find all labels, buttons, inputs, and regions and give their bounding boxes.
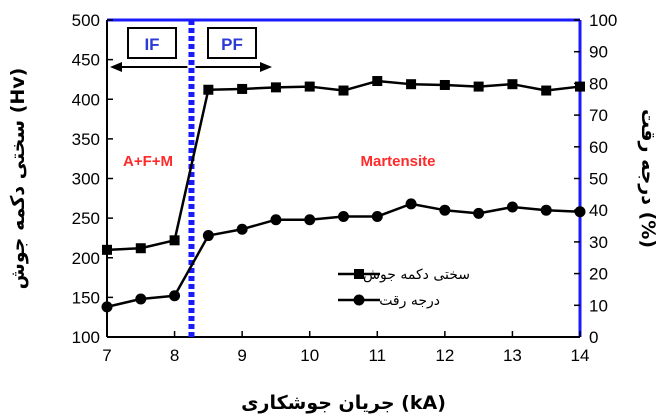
right-tick-label: 90 (589, 43, 608, 62)
data-point-circle (169, 290, 181, 302)
data-point-circle (304, 214, 316, 226)
x-tick-label: 7 (102, 346, 111, 365)
if-arrow-head (110, 62, 122, 72)
data-point-circle (506, 201, 518, 213)
left-tick-label: 350 (72, 130, 100, 149)
data-point-circle (135, 293, 147, 305)
data-point-circle (236, 223, 248, 235)
data-point-circle (270, 214, 282, 226)
right-tick-label: 0 (589, 328, 598, 347)
data-point-square (135, 243, 146, 254)
data-point-square (507, 79, 518, 90)
left-axis-ticks: 100 150 200 250 300 350 400 450 500 (72, 11, 113, 347)
right-tick-label: 100 (589, 11, 617, 30)
x-tick-label: 8 (170, 346, 179, 365)
left-tick-label: 100 (72, 328, 100, 347)
left-tick-label: 500 (72, 11, 100, 30)
data-point-circle (540, 204, 552, 216)
right-axis-title: درجه رقت (%) (637, 109, 659, 248)
data-point-circle (439, 204, 451, 216)
data-point-circle (338, 211, 349, 223)
data-point-circle (574, 206, 586, 218)
data-point-square (169, 235, 180, 246)
data-point-square (304, 81, 315, 92)
series-line-0 (106, 79, 581, 252)
right-tick-label: 80 (589, 74, 608, 93)
zone-arrows (110, 62, 272, 72)
left-tick-label: 250 (72, 209, 100, 228)
data-point-circle (473, 207, 485, 219)
x-tick-label: 11 (368, 346, 386, 365)
x-tick-label: 14 (571, 346, 590, 365)
right-tick-label: 70 (589, 106, 608, 125)
data-point-square (237, 83, 248, 94)
data-point-square (338, 85, 349, 96)
phase-right-label: Martensite (360, 153, 435, 170)
data-point-square (439, 79, 450, 90)
right-tick-label: 10 (589, 296, 608, 315)
data-point-square (203, 84, 214, 95)
left-tick-label: 150 (72, 288, 100, 307)
right-axis-ticks: 0 10 20 30 40 50 60 70 80 90 100 (574, 11, 617, 347)
right-tick-label: 60 (589, 138, 608, 157)
x-tick-label: 10 (300, 346, 319, 365)
pf-arrow-head (260, 62, 272, 72)
data-point-square (541, 85, 552, 96)
phase-left-label: A+F+M (123, 153, 173, 170)
legend: سختی دکمه جوش درجه رقت (338, 267, 470, 309)
right-tick-label: 40 (589, 201, 608, 220)
zone-if-box (127, 27, 177, 59)
right-tick-label: 30 (589, 233, 608, 252)
legend-label-dilution: درجه رقت (379, 293, 440, 309)
x-axis-ticks: 7 8 9 10 11 12 13 14 (102, 331, 589, 365)
series-group (101, 76, 586, 313)
right-tick-label: 50 (589, 170, 608, 189)
x-axis-title: جریان جوشکاری (kA) (241, 392, 446, 414)
data-point-square (102, 244, 112, 255)
legend-label-hardness: سختی دکمه جوش (363, 267, 470, 283)
left-tick-label: 200 (72, 249, 100, 268)
data-point-circle (371, 211, 383, 223)
left-tick-label: 300 (72, 170, 100, 189)
left-tick-label: 400 (72, 90, 100, 109)
x-tick-label: 12 (435, 346, 454, 365)
x-tick-label: 13 (503, 346, 522, 365)
data-point-circle (405, 198, 417, 210)
data-point-circle (202, 230, 214, 242)
left-axis-title: سختی دکمه جوش (Hv) (7, 68, 29, 290)
zone-if-box-group: IF (127, 27, 177, 59)
data-point-square (575, 81, 585, 92)
legend-marker-circle (353, 294, 365, 306)
zone-pf-label: PF (221, 35, 243, 54)
data-point-square (270, 82, 281, 93)
data-point-square (372, 76, 383, 87)
right-tick-label: 20 (589, 265, 608, 284)
data-point-square (406, 79, 417, 90)
left-tick-label: 450 (72, 51, 100, 70)
x-tick-label: 9 (237, 346, 246, 365)
zone-if-label: IF (144, 35, 159, 54)
zone-pf-box (207, 27, 257, 59)
legend-marker-square (354, 269, 364, 279)
zone-pf-box-group: PF (207, 27, 257, 59)
data-point-square (473, 81, 484, 92)
data-point-circle (101, 301, 113, 313)
